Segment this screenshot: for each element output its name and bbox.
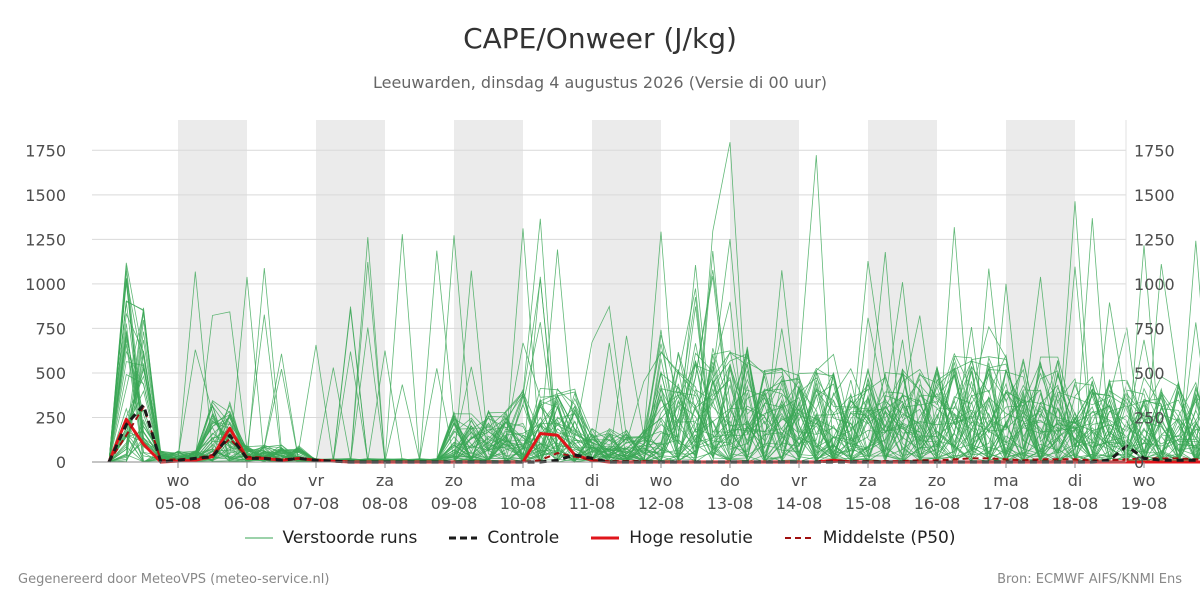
y-tick-label-left: 750 bbox=[35, 319, 66, 338]
x-tick-date: 14-08 bbox=[776, 494, 823, 513]
x-tick-date: 05-08 bbox=[155, 494, 202, 513]
y-tick-label-left: 1000 bbox=[25, 275, 66, 294]
legend-item-verstoorde-runs[interactable]: Verstoorde runs bbox=[244, 528, 418, 548]
ensemble-run-line bbox=[108, 317, 1200, 464]
y-tick-label-right: 1750 bbox=[1134, 141, 1175, 160]
x-tick-date: 18-08 bbox=[1052, 494, 1099, 513]
shaded-day bbox=[1006, 120, 1075, 462]
x-tick-date: 06-08 bbox=[224, 494, 271, 513]
legend-swatch-middelste-icon bbox=[784, 537, 813, 539]
shaded-day bbox=[592, 120, 661, 462]
y-tick-label-right: 500 bbox=[1134, 364, 1165, 383]
legend-swatch-controle-icon bbox=[449, 536, 478, 540]
shaded-day bbox=[316, 120, 385, 462]
x-tick-date: 19-08 bbox=[1121, 494, 1168, 513]
y-tick-label-right: 1500 bbox=[1134, 186, 1175, 205]
x-tick-day: wo bbox=[1133, 471, 1156, 490]
x-tick-date: 11-08 bbox=[569, 494, 616, 513]
legend-item-controle[interactable]: Controle bbox=[449, 528, 559, 548]
legend-swatch-verstoorde-runs-icon bbox=[244, 537, 273, 539]
x-tick-day: za bbox=[376, 471, 394, 490]
y-tick-label-left: 500 bbox=[35, 364, 66, 383]
y-tick-label-right: 0 bbox=[1134, 453, 1144, 472]
y-tick-label-right: 750 bbox=[1134, 319, 1165, 338]
legend-label: Controle bbox=[487, 528, 560, 548]
chart-title: CAPE/Onweer (J/kg) bbox=[463, 22, 737, 55]
x-tick-date: 12-08 bbox=[638, 494, 685, 513]
footer-generated-by: Gegenereerd door MeteoVPS (meteo-service… bbox=[18, 572, 330, 587]
legend-label: Middelste (P50) bbox=[822, 528, 956, 548]
x-tick-date: 16-08 bbox=[914, 494, 961, 513]
x-tick-date: 15-08 bbox=[845, 494, 892, 513]
x-tick-day: ma bbox=[993, 471, 1018, 490]
legend-label: Hoge resolutie bbox=[629, 528, 753, 548]
x-tick-day: do bbox=[237, 471, 257, 490]
y-tick-label-left: 0 bbox=[56, 453, 66, 472]
axes: 0 0 250 250 500 500 750 750 1000 1000 1250 1250 1500… bbox=[25, 120, 1175, 513]
y-tick-label-left: 1500 bbox=[25, 186, 66, 205]
x-tick-day: vr bbox=[308, 471, 324, 490]
x-tick-date: 10-08 bbox=[500, 494, 547, 513]
x-tick-day: za bbox=[859, 471, 877, 490]
x-tick-day: zo bbox=[928, 471, 946, 490]
x-tick-day: zo bbox=[445, 471, 463, 490]
y-tick-label-left: 1750 bbox=[25, 141, 66, 160]
y-tick-label-right: 1250 bbox=[1134, 230, 1175, 249]
chart-subtitle: Leeuwarden, dinsdag 4 augustus 2026 (Ver… bbox=[372, 73, 828, 92]
y-tick-label-left: 250 bbox=[35, 408, 66, 427]
x-tick-day: vr bbox=[791, 471, 807, 490]
x-tick-day: ma bbox=[510, 471, 535, 490]
legend-item-middelste[interactable]: Middelste (P50) bbox=[784, 528, 956, 548]
x-tick-day: di bbox=[585, 471, 600, 490]
x-tick-date: 09-08 bbox=[431, 494, 478, 513]
x-tick-date: 13-08 bbox=[707, 494, 754, 513]
x-tick-date: 08-08 bbox=[362, 494, 409, 513]
y-tick-label-right: 250 bbox=[1134, 408, 1165, 427]
x-tick-day: wo bbox=[650, 471, 673, 490]
shaded-day bbox=[178, 120, 247, 462]
legend-label: Verstoorde runs bbox=[282, 528, 418, 548]
y-tick-label-left: 1250 bbox=[25, 230, 66, 249]
x-tick-date: 17-08 bbox=[983, 494, 1030, 513]
legend-swatch-hoge-resolutie-icon bbox=[591, 536, 620, 540]
x-tick-day: di bbox=[1068, 471, 1083, 490]
x-tick-day: wo bbox=[167, 471, 190, 490]
ensemble-run-line bbox=[108, 227, 1200, 464]
y-tick-label-right: 1000 bbox=[1134, 275, 1175, 294]
x-tick-day: do bbox=[720, 471, 740, 490]
ensemble-run-line bbox=[108, 265, 1200, 464]
legend-item-hoge-resolutie[interactable]: Hoge resolutie bbox=[591, 528, 753, 548]
footer-source: Bron: ECMWF AIFS/KNMI Ens bbox=[997, 572, 1182, 587]
x-tick-date: 07-08 bbox=[293, 494, 340, 513]
legend: Verstoorde runs Controle Hoge resolutie … bbox=[0, 528, 1200, 548]
cape-chart: 0 0 250 250 500 500 750 750 1000 1000 1250 1250 1500… bbox=[25, 120, 1200, 513]
